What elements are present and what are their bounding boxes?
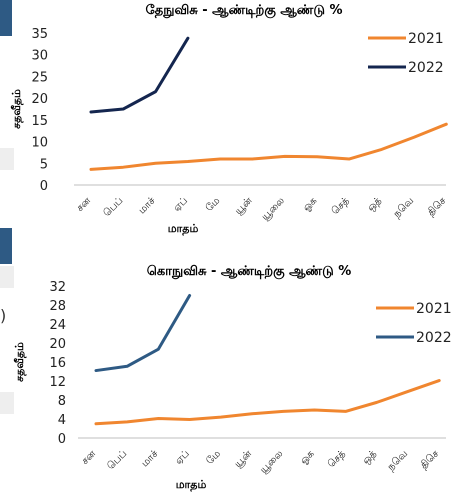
x-tick-label: நவெ [386, 448, 411, 473]
y-tick-label: 16 [49, 356, 66, 371]
x-tick-label: பெப் [102, 195, 126, 219]
series-line-2022 [94, 294, 192, 373]
side-tab-middle [0, 228, 12, 264]
x-tick-label: மே [204, 195, 222, 213]
series-line-2021 [89, 122, 448, 171]
chart-bottom: கொநுவிசு - ஆண்டிற்கு ஆண்டு % சதவீதம் 0 4 8 12… [13, 264, 452, 492]
y-tick-label: 35 [31, 27, 48, 42]
chart-title: தேநுவிசு - ஆண்டிற்கு ஆண்டு % [146, 3, 343, 18]
x-tick-label: ஏப் [173, 448, 192, 467]
y-tick-label: 4 [58, 413, 66, 428]
x-tick-label: மே [204, 448, 222, 466]
y-tick-label: 25 [31, 70, 48, 85]
x-tick-label: ஒத் [366, 195, 385, 214]
y-tick-label: 24 [49, 318, 66, 333]
chart-top: தேநுவிசு - ஆண்டிற்கு ஆண்டு % சதவீதம் 0 5 10 1… [10, 3, 449, 236]
y-tick-label: 0 [40, 179, 48, 194]
y-tick-label: 20 [49, 337, 66, 352]
x-tick-label: ஒத் [361, 448, 380, 467]
x-tick-label: திசெ [425, 195, 448, 218]
x-tick-label: செத் [326, 448, 348, 470]
x-tick-label: ஓக [298, 448, 316, 466]
x-tick-label: மாச் [139, 448, 160, 469]
x-axis-label: மாதம் [168, 222, 199, 236]
legend-label: 2021 [408, 31, 444, 47]
y-tick-label: 12 [49, 375, 66, 390]
y-axis-label: சதவீதம் [13, 342, 27, 382]
y-tick-label: 28 [49, 299, 66, 314]
side-strip [0, 148, 14, 170]
x-tick-label: யூன் [233, 195, 255, 217]
x-tick-label: மாச் [137, 195, 158, 216]
y-tick-label: 30 [31, 49, 48, 64]
series-line-2022 [89, 36, 190, 114]
side-tab-top [0, 0, 12, 36]
y-tick-label: 15 [31, 114, 48, 129]
series-line-2021 [94, 379, 441, 426]
x-tick-label: சன [80, 448, 99, 467]
y-tick-label: 8 [58, 394, 66, 409]
x-tick-label: ஏப் [171, 195, 190, 214]
y-tick-label: 20 [31, 92, 48, 107]
side-paren: ) [0, 306, 7, 325]
y-tick-label: 5 [40, 157, 48, 172]
x-tick-label: யூன் [232, 448, 254, 470]
x-tick-label: யூலை [260, 195, 287, 222]
legend-label: 2022 [416, 330, 452, 346]
x-tick-label: செத் [330, 195, 352, 217]
x-tick-label: யூலை [258, 448, 285, 475]
x-tick-label: பெப் [106, 448, 130, 472]
x-tick-label: சன [75, 195, 94, 214]
chart-title: கொநுவிசு - ஆண்டிற்கு ஆண்டு % [147, 264, 352, 279]
y-tick-label: 10 [31, 136, 48, 151]
y-tick-label: 32 [49, 280, 66, 295]
legend-label: 2021 [416, 301, 452, 317]
x-tick-label: நவெ [392, 195, 417, 220]
legend-label: 2022 [408, 60, 444, 76]
side-strip [0, 392, 14, 414]
x-tick-label: ஓக [301, 195, 319, 213]
y-axis-label: சதவீதம் [10, 89, 24, 129]
x-axis-label: மாதம் [176, 478, 207, 492]
x-tick-label: திசெ [418, 448, 441, 471]
y-tick-label: 0 [58, 432, 66, 447]
side-strip [0, 266, 14, 288]
